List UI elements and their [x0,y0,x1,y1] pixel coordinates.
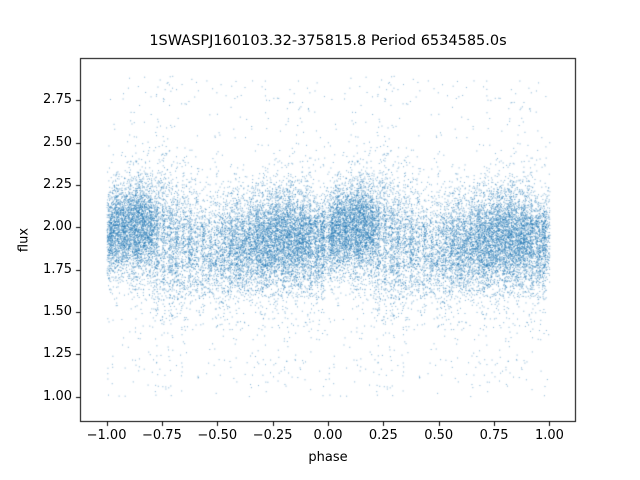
x-axis-label: phase [308,450,348,465]
x-tick-label: −1.00 [86,428,127,443]
chart-title: 1SWASPJ160103.32-375815.8 Period 6534585… [149,33,507,49]
x-tick-label: −0.25 [252,428,293,443]
x-tick-label: −0.50 [197,428,238,443]
x-tick-label: 0.75 [479,428,509,443]
y-tick-label: 1.00 [43,388,72,404]
x-tick-label: 0.00 [313,428,343,443]
y-tick-label: 2.25 [43,176,72,192]
y-tick-label: 2.75 [43,92,72,108]
y-tick-label: 1.25 [43,346,72,362]
y-tick-label: 2.00 [43,219,72,235]
x-tick-label: −0.75 [142,428,182,443]
y-tick-label: 1.50 [43,303,72,319]
x-tick-label: 0.25 [368,428,398,443]
y-tick-label: 2.50 [43,134,72,150]
x-tick-label: 0.50 [424,428,454,443]
y-tick-label: 1.75 [43,261,72,277]
x-tick-label: 1.00 [534,428,564,443]
